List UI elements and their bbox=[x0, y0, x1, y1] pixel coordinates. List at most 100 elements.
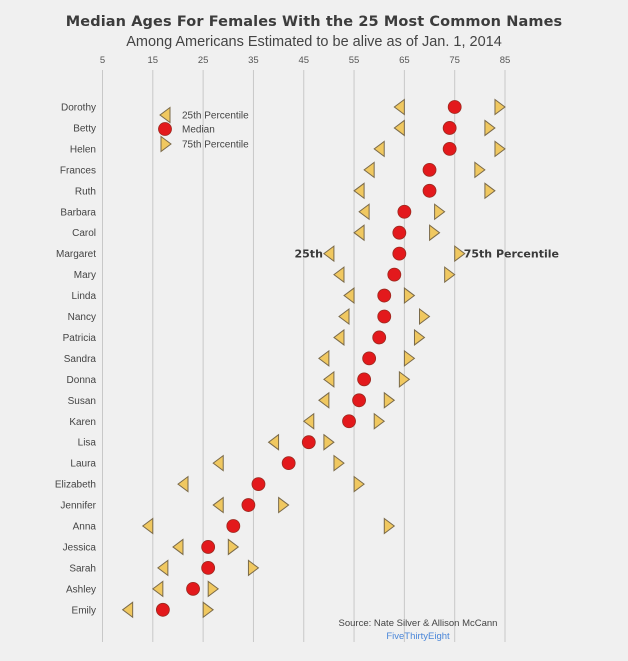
name-label: Dorothy bbox=[61, 103, 96, 114]
x-tick-label: 15 bbox=[148, 55, 159, 66]
percentile-75-marker bbox=[474, 161, 486, 179]
legend-median-icon bbox=[158, 122, 172, 136]
source-credit: Source: Nate Silver & Allison McCann Fiv… bbox=[339, 618, 498, 642]
percentile-75-marker bbox=[403, 287, 416, 305]
median-marker bbox=[362, 351, 377, 366]
median-marker bbox=[387, 267, 402, 282]
percentile-75-marker bbox=[434, 203, 446, 221]
percentile-75-marker bbox=[494, 140, 506, 158]
median-marker bbox=[422, 183, 437, 198]
percentile-75-marker bbox=[323, 433, 335, 451]
percentile-25-marker bbox=[212, 496, 224, 514]
name-label: Ashley bbox=[66, 584, 96, 595]
x-tick-label: 55 bbox=[349, 55, 360, 66]
legend-25th-icon bbox=[159, 106, 171, 124]
legend-label: 25th Percentile bbox=[182, 111, 249, 122]
percentile-25-marker bbox=[121, 601, 134, 619]
percentile-75-marker bbox=[207, 580, 220, 598]
percentile-75-marker bbox=[454, 245, 466, 263]
median-marker bbox=[201, 540, 216, 554]
legend-75th-icon bbox=[160, 135, 172, 153]
percentile-75-marker bbox=[484, 119, 496, 137]
x-tick-label: 45 bbox=[298, 55, 309, 66]
percentile-25-marker bbox=[338, 308, 350, 325]
percentile-75-marker bbox=[429, 224, 441, 242]
percentile-25-marker bbox=[373, 140, 385, 158]
annotations: 25th 75th Percentile bbox=[295, 248, 559, 261]
legend: 25th Percentile Median 75th Percentile bbox=[158, 106, 249, 153]
name-label: Ruth bbox=[75, 186, 96, 197]
percentile-75-marker bbox=[383, 517, 396, 535]
percentile-25-marker bbox=[318, 391, 330, 409]
source-text: Source: Nate Silver & Allison McCann bbox=[339, 618, 498, 629]
percentile-25-marker bbox=[318, 349, 330, 367]
percentile-25-marker bbox=[323, 245, 335, 263]
percentile-25-marker bbox=[323, 370, 335, 388]
fivethirtyeight-link[interactable]: FiveThirtyEight bbox=[386, 631, 450, 642]
percentile-75-marker bbox=[247, 559, 260, 577]
x-tick-label: 35 bbox=[248, 55, 259, 66]
percentile-25-marker bbox=[393, 119, 405, 137]
annotation-75th-percentile: 75th Percentile bbox=[464, 248, 559, 261]
x-axis-ticks: 5 15 25 35 45 55 65 75 85 bbox=[100, 55, 510, 66]
percentile-75-marker bbox=[398, 370, 411, 388]
name-label: Patricia bbox=[63, 333, 97, 344]
percentile-25-marker bbox=[358, 203, 370, 221]
x-tick-label: 25 bbox=[198, 55, 209, 66]
name-label: Frances bbox=[60, 165, 96, 176]
percentile-75-marker bbox=[227, 538, 240, 556]
legend-label: 75th Percentile bbox=[182, 140, 249, 151]
chart-subtitle: Among Americans Estimated to be alive as… bbox=[126, 34, 502, 50]
name-label: Sandra bbox=[64, 354, 97, 365]
percentile-25-marker bbox=[363, 161, 375, 179]
name-label: Donna bbox=[67, 375, 97, 386]
median-marker bbox=[392, 225, 407, 240]
annotation-25th: 25th bbox=[295, 248, 323, 261]
chart-title: Median Ages For Females With the 25 Most… bbox=[65, 14, 563, 30]
percentile-75-marker bbox=[333, 454, 345, 472]
percentile-25-marker bbox=[157, 559, 169, 577]
percentile-75-marker bbox=[413, 328, 426, 346]
x-tick-label: 75 bbox=[449, 55, 460, 66]
percentile-75-marker bbox=[383, 391, 396, 409]
y-axis-name-labels: Dorothy Betty Helen Frances Ruth Barbara Carol… bbox=[55, 103, 97, 617]
percentile-25-marker bbox=[152, 580, 164, 598]
percentile-75-marker bbox=[484, 182, 496, 200]
median-marker bbox=[301, 435, 316, 450]
percentile-25-marker bbox=[172, 538, 184, 556]
name-label: Helen bbox=[70, 144, 96, 155]
median-marker bbox=[442, 121, 457, 135]
percentile-25-marker bbox=[343, 287, 355, 305]
percentile-25-marker bbox=[393, 98, 405, 116]
name-label: Emily bbox=[72, 605, 96, 616]
percentile-25-marker bbox=[212, 454, 224, 472]
percentile-75-marker bbox=[373, 412, 386, 430]
name-label: Carol bbox=[72, 228, 96, 239]
name-label: Susan bbox=[68, 396, 96, 407]
x-tick-label: 85 bbox=[500, 55, 511, 66]
percentile-75-marker bbox=[353, 475, 365, 493]
x-tick-label: 65 bbox=[399, 55, 410, 66]
percentile-75-marker bbox=[278, 496, 290, 514]
percentile-25-marker bbox=[302, 412, 315, 430]
median-marker bbox=[352, 393, 366, 408]
median-marker bbox=[186, 581, 200, 596]
percentile-25-marker bbox=[177, 475, 189, 493]
median-marker bbox=[226, 519, 241, 533]
median-marker bbox=[372, 330, 387, 345]
name-label: Sarah bbox=[69, 563, 96, 574]
percentile-25-marker bbox=[333, 266, 345, 284]
median-marker bbox=[447, 100, 462, 114]
name-label: Jennifer bbox=[60, 501, 96, 512]
x-tick-label: 5 bbox=[100, 55, 105, 66]
median-marker bbox=[392, 246, 407, 261]
median-marker bbox=[281, 456, 296, 471]
median-marker bbox=[377, 288, 392, 303]
median-marker bbox=[377, 309, 392, 324]
name-label: Anna bbox=[73, 522, 97, 533]
name-label: Barbara bbox=[60, 207, 96, 218]
percentile-25-marker bbox=[141, 517, 154, 535]
percentile-25-marker bbox=[353, 182, 365, 200]
percentile-25-marker bbox=[353, 224, 365, 242]
